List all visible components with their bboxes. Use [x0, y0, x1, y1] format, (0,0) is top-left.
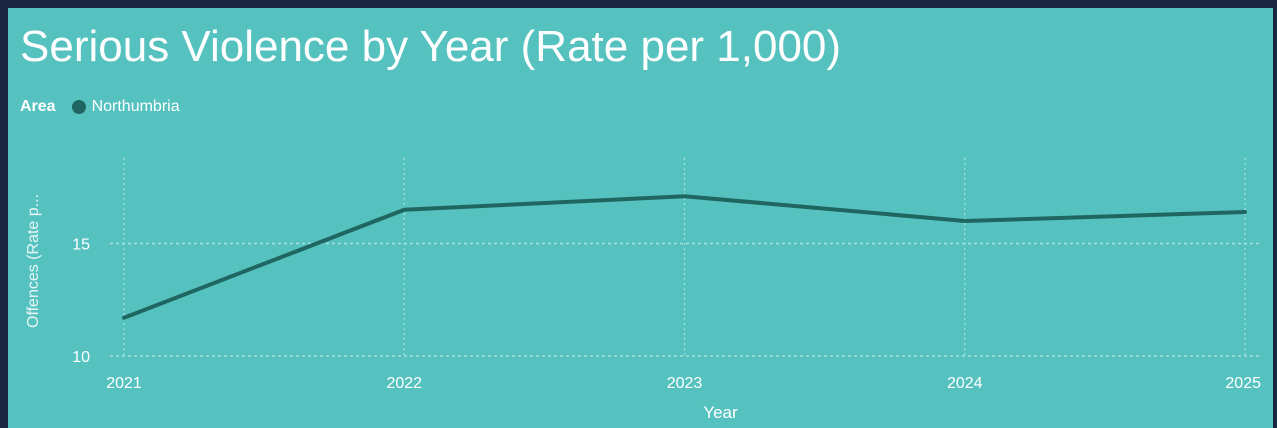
legend-item-label[interactable]: Northumbria — [91, 98, 180, 115]
legend-title: Area — [20, 98, 56, 115]
y-tick-label: 15 — [72, 237, 90, 254]
x-tick-label: 2024 — [947, 375, 983, 392]
x-axis-title: Year — [703, 403, 738, 422]
y-tick-label: 10 — [72, 349, 90, 366]
legend-marker-icon — [71, 100, 86, 114]
series-line[interactable] — [122, 194, 1247, 320]
y-axis: 10 15 — [72, 237, 90, 367]
x-tick-label: 2025 — [1225, 375, 1261, 392]
x-tick-label: 2023 — [667, 375, 703, 392]
x-tick-label: 2021 — [106, 375, 142, 392]
series-layer — [122, 194, 1247, 320]
y-axis-title: Offences (Rate p... — [25, 194, 42, 328]
legend: Area Northumbria — [20, 98, 180, 116]
x-axis: 2021 2022 2023 2024 2025 — [106, 375, 1261, 392]
chart-title: Serious Violence by Year (Rate per 1,000… — [20, 22, 842, 71]
chart-card: Serious Violence by Year (Rate per 1,000… — [8, 8, 1273, 428]
gridlines — [110, 158, 1259, 357]
x-tick-label: 2022 — [386, 375, 422, 392]
line-chart: 10 15 2021 2022 2023 2024 2025 Year Offences … — [25, 158, 1261, 422]
